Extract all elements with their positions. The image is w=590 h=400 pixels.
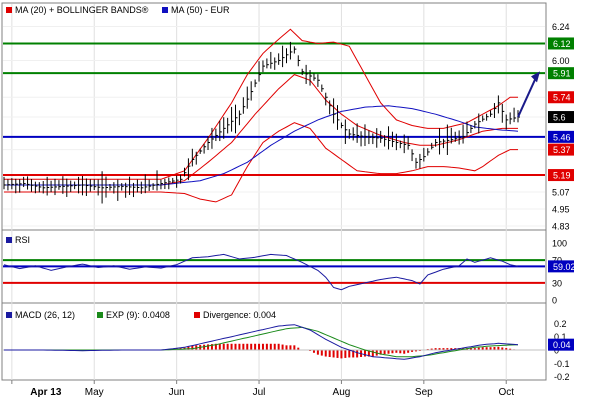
rsi-legend-swatch (6, 237, 12, 243)
rsi-series (3, 253, 519, 291)
macd-legend-swatch (6, 312, 12, 318)
x-tick-label: Aug (333, 387, 351, 398)
price-tick-label: 4.83 (552, 222, 570, 232)
macd-legend: MACD (26, 12) EXP (9): 0.0408 Divergence… (6, 310, 276, 320)
level-tag-6.12-bg (548, 37, 574, 50)
ma20-legend-swatch (6, 7, 12, 13)
macd-line (4, 324, 519, 360)
divergence-legend-swatch (194, 312, 200, 318)
bollinger-upper-line (4, 28, 518, 180)
price-tick-label: 4.95 (552, 205, 570, 215)
macd-value-tag: 0.04 (553, 340, 571, 350)
macd-tick-label: 0.2 (554, 319, 567, 329)
level-tag-5.91-bg (548, 67, 574, 80)
level-tag-5.19-bg (548, 169, 574, 182)
price-legend: MA (20) + BOLLINGER BANDS® MA (50) - EUR (6, 5, 230, 15)
level-tag-5.19: 5.19 (553, 171, 571, 181)
macd-legend-label: MACD (26, 12) (15, 310, 75, 320)
value-tag-5.6-bg (548, 111, 574, 124)
ma50-line (4, 105, 519, 186)
exp-legend-swatch (97, 312, 103, 318)
x-tick-label: Jun (169, 387, 185, 398)
macd-value-tag-bg (548, 338, 574, 351)
rsi-line (3, 253, 519, 291)
level-tag-6.12: 6.12 (553, 39, 571, 49)
exp-legend-label: EXP (9): 0.0408 (106, 310, 170, 320)
macd-tick-label: -0.1 (554, 359, 570, 369)
macd-axis: 0.20.10-0.1-0.20.04 (548, 319, 574, 382)
x-tick-label: Oct (498, 387, 514, 398)
rsi-legend-label: RSI (15, 235, 30, 245)
value-tag-5.74-bg (548, 91, 574, 104)
rsi-tick-label: 30 (552, 278, 562, 288)
ma20-legend-label: MA (20) + BOLLINGER BANDS® (15, 5, 149, 15)
rsi-value-tag-bg (548, 260, 574, 273)
x-tick-label: Jul (253, 387, 266, 398)
divergence-legend-label: Divergence: 0.004 (203, 310, 276, 320)
price-axis: 6.24 6.00 5.74 5.6 5.37 5.19 5.07 4.95 4.83 6.12 5… (548, 22, 574, 232)
ma50-legend-label: MA (50) - EUR (171, 5, 230, 15)
bollinger-lower-line (4, 122, 518, 203)
price-tick-label: 6.00 (552, 56, 570, 66)
value-tag-5.37-bg (548, 143, 574, 156)
rsi-tick-label: 100 (552, 239, 567, 249)
price-panel-frame (1, 2, 547, 231)
level-tag-5.46: 5.46 (553, 132, 571, 142)
forecast-arrow-head (531, 71, 540, 83)
level-tag-5.91: 5.91 (553, 69, 571, 79)
level-tag-5.46-bg (548, 130, 574, 143)
ma50-legend-swatch (162, 7, 168, 13)
x-tick-label: Sep (415, 387, 433, 398)
forecast-arrow-line (517, 77, 537, 118)
x-axis: Apr 13 May Jun Jul Aug Sep Oct (11, 380, 514, 398)
price-tick-label: 6.24 (552, 22, 570, 32)
x-tick-label: Apr 13 (30, 387, 62, 398)
rsi-value-tag: 59.02 (553, 262, 576, 272)
value-tag-5.6: 5.6 (553, 113, 566, 123)
price-series (3, 28, 540, 204)
value-tag-5.74: 5.74 (553, 93, 571, 103)
macd-tick-label: 0.1 (554, 332, 567, 342)
macd-series (3, 324, 545, 360)
rsi-axis: 1007030059.02 (548, 239, 576, 306)
macd-tick-label: -0.2 (554, 372, 570, 382)
exp-line (4, 326, 519, 358)
value-tag-5.37: 5.37 (553, 145, 571, 155)
rsi-tick-label: 0 (552, 296, 557, 306)
macd-panel-frame (1, 302, 547, 381)
price-tick-label: 5.07 (552, 188, 570, 198)
x-tick-label: May (85, 387, 104, 398)
rsi-legend: RSI (6, 235, 30, 245)
